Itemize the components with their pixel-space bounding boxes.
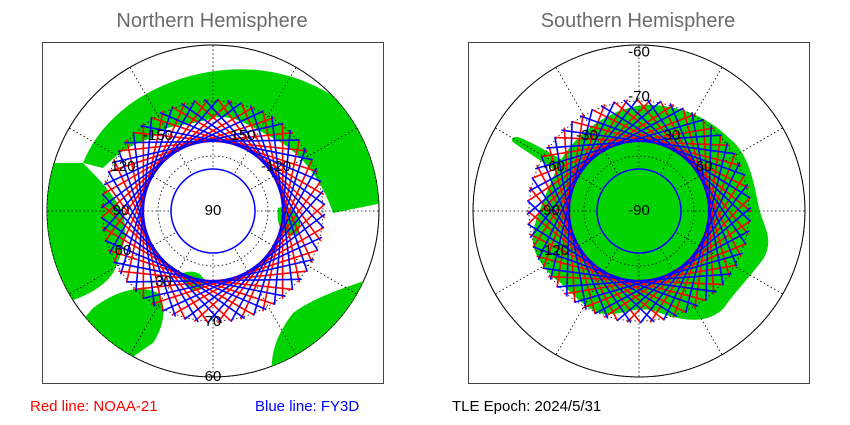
- latitude-circle: [46, 44, 380, 378]
- fy-track-line: [180, 102, 326, 206]
- north-lon-label-60: 60: [115, 242, 132, 259]
- fy-track-line: [549, 109, 594, 280]
- fy-track-line: [101, 193, 223, 324]
- south-lat-label-m60: -60: [628, 43, 650, 60]
- fy-track-line: [537, 101, 616, 261]
- latitude-circle: [583, 155, 695, 267]
- south-lon-label-m60: -60: [543, 158, 565, 175]
- north-lon-label-120: 120: [110, 158, 135, 175]
- fy-track-line: [574, 252, 743, 304]
- fy-track-line: [542, 267, 717, 293]
- fy-track-line: [565, 121, 573, 297]
- fy-track-line: [100, 216, 246, 320]
- fy-track-line: [252, 147, 307, 316]
- fy-track-line: [249, 105, 308, 272]
- fy-track-line: [535, 118, 704, 170]
- legend-fy: Blue line: FY3D: [255, 398, 360, 415]
- south-lon-label-m30: -30: [576, 127, 598, 144]
- fy-track-line: [529, 98, 639, 239]
- fy-track-line: [111, 122, 284, 164]
- north-lat-label-70: 70: [205, 313, 222, 330]
- fy-track-line: [140, 124, 313, 161]
- north-pole-gap: [170, 168, 256, 254]
- north-polar-map: 90 70 60 -150 150 120 -120 90 60 -30: [46, 44, 380, 383]
- fy-track-line: [107, 170, 199, 323]
- fy-track-line: [142, 258, 315, 300]
- fy-track-line: [646, 98, 747, 245]
- fy-track-line: [669, 103, 738, 267]
- fy-track-line: [273, 129, 292, 305]
- fy-track-line: [526, 100, 662, 216]
- latitude-circle: [472, 44, 806, 378]
- fy-track-line: [184, 213, 326, 320]
- north-lon-label-m150: -150: [143, 127, 173, 144]
- south-title: Southern Hemisphere: [540, 10, 736, 32]
- south-polar-map: -90 -70 -60 -30 30 -60 60 -90 -120: [472, 43, 806, 378]
- latitude-circle: [102, 100, 324, 322]
- fy-track-line: [124, 139, 300, 144]
- latitude-circle: [157, 155, 269, 267]
- fy-track-line: [623, 99, 752, 222]
- fy-track-line: [203, 98, 325, 229]
- north-satellite-tracks: [100, 98, 326, 324]
- fy-track-line: [134, 117, 153, 293]
- south-map-frame: -90 -70 -60 -30 30 -60 60 -90 -120: [468, 42, 810, 384]
- fy-track-line: [527, 223, 678, 318]
- fy-track-line: [532, 246, 699, 307]
- fy-track-line: [162, 236, 323, 312]
- fy-track-line: [579, 115, 746, 176]
- fy-track-line: [118, 150, 177, 317]
- fy-track-line: [616, 206, 752, 322]
- fy-track-line: [526, 200, 655, 323]
- fy-track-line: [227, 99, 319, 252]
- fy-track-line: [207, 190, 324, 324]
- north-lon-label-m120: -120: [261, 158, 291, 175]
- fy-track-line: [531, 177, 632, 324]
- fy-track-line: [104, 239, 267, 311]
- fy-track-line: [132, 132, 156, 307]
- fy-track-line: [126, 278, 302, 283]
- legend-epoch: TLE Epoch: 2024/5/31: [452, 398, 602, 415]
- north-graticule: [46, 44, 380, 378]
- fy-track-line: [159, 111, 322, 183]
- fy-track-line: [102, 98, 219, 232]
- fy-track-line: [600, 104, 751, 199]
- south-lon-label-30: 30: [664, 127, 681, 144]
- fy-track-line: [103, 110, 264, 186]
- fy-track-line: [684, 142, 729, 313]
- north-lon-label-m30: -30: [150, 273, 172, 290]
- north-lon-label-150: 150: [230, 127, 255, 144]
- fy-track-line: [528, 107, 684, 192]
- fy-track-line: [639, 183, 749, 324]
- fy-track-line: [540, 155, 609, 319]
- south-lon-label-60: 60: [696, 158, 713, 175]
- south-lon-label-m90: -90: [538, 202, 560, 219]
- north-map-frame: 90 70 60 -150 150 120 -120 90 60 -30: [42, 42, 384, 384]
- fy-track-line: [662, 161, 741, 321]
- fy-track-line: [546, 134, 722, 149]
- legend-noaa: Red line: NOAA-21: [30, 398, 158, 415]
- fy-track-line: [108, 100, 196, 255]
- fy-track-line: [270, 115, 294, 290]
- fy-track-line: [594, 230, 750, 315]
- south-satellite-tracks: [526, 98, 752, 324]
- fy-track-line: [554, 136, 587, 310]
- fy-track-line: [230, 167, 318, 322]
- fy-track-line: [691, 112, 724, 286]
- north-lon-label-90: 90: [113, 202, 130, 219]
- south-pole-land: [596, 168, 682, 254]
- fy-track-line: [556, 273, 732, 288]
- north-title: Northern Hemisphere: [116, 10, 308, 32]
- south-lon-label-m120: -120: [539, 242, 569, 259]
- fy-track-line: [100, 102, 242, 209]
- north-lat-label-90: 90: [205, 202, 222, 219]
- south-lat-label-m70: -70: [628, 88, 650, 105]
- fy-track-line: [561, 129, 736, 155]
- north-lat-label-60: 60: [205, 368, 222, 383]
- south-lat-label-m90: -90: [628, 202, 650, 219]
- fy-track-line: [705, 125, 713, 301]
- fy-track-line: [113, 261, 286, 298]
- fy-track-line: [119, 106, 174, 275]
